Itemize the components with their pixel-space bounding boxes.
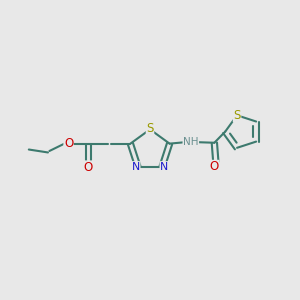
Text: N: N [132, 162, 140, 172]
Text: S: S [146, 122, 154, 135]
Text: O: O [64, 137, 73, 150]
Text: O: O [210, 160, 219, 173]
Text: NH: NH [183, 137, 199, 147]
Text: N: N [160, 162, 168, 172]
Text: S: S [233, 109, 241, 122]
Text: O: O [83, 161, 93, 174]
